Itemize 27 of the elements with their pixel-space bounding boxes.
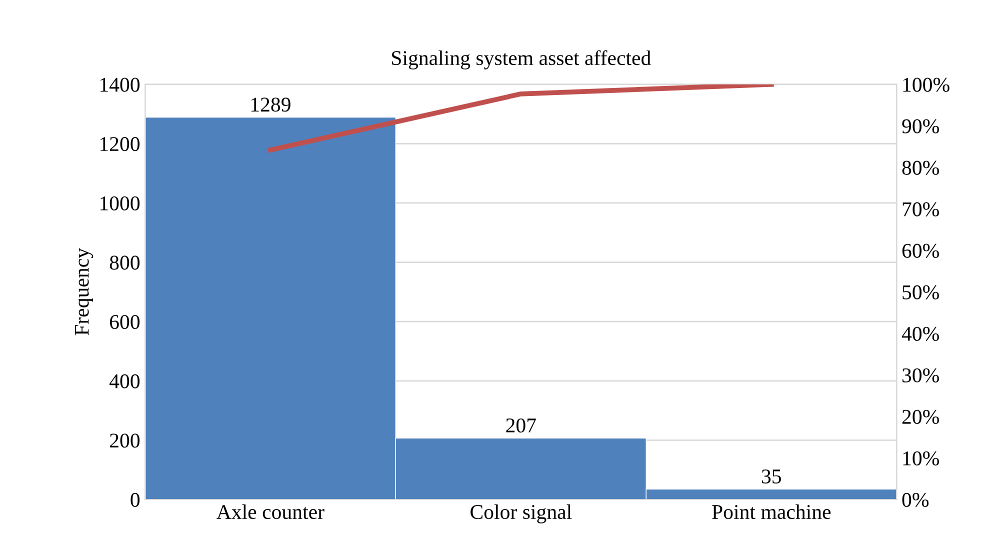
y-tick-label: 1000	[100, 196, 140, 210]
y2-tick-label: 90%	[902, 119, 939, 134]
y2-tick-label: 10%	[903, 451, 939, 466]
y-tick-label: 400	[109, 374, 140, 388]
y2-tick-label: 50%	[902, 285, 939, 300]
y2-tick-label: 70%	[902, 202, 939, 216]
y2-tick-label: 20%	[902, 410, 939, 424]
data-label: 207	[506, 418, 536, 432]
y2-tick-label: 100%	[903, 78, 950, 92]
y-tick-label: 200	[110, 434, 140, 448]
chart-title: Signaling system asset affected	[392, 50, 651, 70]
x-tick-label: Axle counter	[216, 504, 324, 520]
x-tick-label: Color signal	[470, 504, 572, 524]
x-tick-label: Point machine	[712, 504, 831, 520]
y-tick-label: 800	[110, 256, 140, 270]
y-tick-label: 1400	[100, 78, 140, 92]
y-tick-label: 0	[130, 492, 140, 507]
y2-tick-label: 40%	[902, 326, 939, 341]
y2-tick-label: 80%	[902, 160, 939, 175]
y-axis-title: Frequency	[74, 248, 94, 336]
y2-tick-label: 60%	[902, 244, 939, 258]
y-tick-label: 1200	[100, 137, 140, 152]
y2-tick-label: 30%	[902, 368, 939, 382]
y-tick-label: 600	[110, 314, 140, 330]
y2-tick-label: 0%	[902, 492, 929, 507]
data-label: 35	[762, 470, 781, 484]
data-label: 1289	[251, 98, 290, 112]
